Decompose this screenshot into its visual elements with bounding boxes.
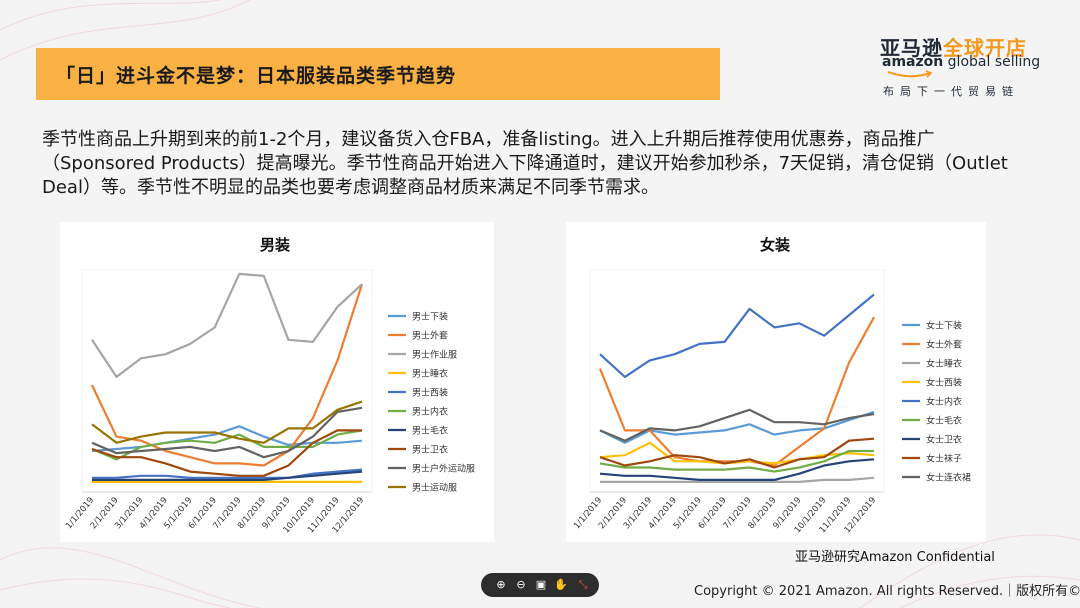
page-title: 「日」进斗金不是梦：日本服装品类季节趋势 — [56, 65, 457, 87]
women-series-line — [599, 449, 874, 473]
women-series-line — [599, 458, 875, 481]
body-paragraph: 季节性商品上升期到来的前1-2个月，建议备货入仓FBA，准备listing。进入… — [42, 129, 1008, 198]
women-chart-title: 女装 — [760, 236, 791, 254]
women-series-line — [599, 293, 875, 378]
logo-en-rest: global selling — [943, 54, 1041, 70]
fullscreen-icon[interactable]: ⤡ — [578, 578, 588, 591]
men-series-line — [91, 283, 364, 467]
women-legend-label: 女士西装 — [926, 377, 962, 389]
women-legend-label: 女士外套 — [926, 339, 962, 351]
men-legend-label: 男士运动服 — [412, 482, 457, 494]
women-legend-label: 女士内衣 — [926, 396, 962, 408]
men-legend-label: 男士睡衣 — [412, 368, 448, 380]
men-legend-label: 男士毛衣 — [412, 425, 448, 437]
men-series-line — [92, 468, 363, 479]
amazon-smile-icon — [887, 70, 933, 78]
women-line-chart: 1/1/20192/1/20193/1/20194/1/20195/1/2019… — [572, 269, 971, 535]
women-legend-label: 女士袜子 — [926, 453, 962, 465]
women-legend-label: 女士连衣裙 — [926, 472, 971, 484]
men-legend-label: 男士西装 — [412, 387, 448, 399]
men-legend-label: 男士外套 — [412, 330, 448, 342]
men-legend-label: 男士下装 — [412, 311, 448, 323]
amazon-global-selling-logo: 亚马逊全球开店 amazon global selling 布局下一代贸易链 — [880, 32, 1050, 102]
women-legend-label: 女士睡衣 — [926, 358, 962, 370]
title-banner: 「日」进斗金不是梦：日本服装品类季节趋势 — [36, 48, 720, 100]
viewer-toolbar: ⊕ ⊖ ▣ ✋ ⤡ — [481, 573, 599, 597]
women-legend-label: 女士下装 — [926, 320, 962, 332]
men-series-line — [91, 429, 362, 477]
zoom-out-icon[interactable]: ⊖ — [516, 578, 526, 591]
women-series-line — [599, 437, 875, 469]
men-legend-label: 男士户外运动服 — [412, 463, 475, 475]
fit-page-icon[interactable]: ▣ — [535, 578, 547, 591]
men-legend-label: 男士作业服 — [412, 349, 457, 361]
zoom-in-icon[interactable]: ⊕ — [496, 578, 506, 591]
logo-cn-part2: 全球开店 — [943, 36, 1027, 60]
logo-cn-text: 亚马逊全球开店 — [880, 32, 1027, 61]
men-series-line — [91, 272, 363, 378]
copyright-text: Copyright © 2021 Amazon. All rights Rese… — [694, 584, 1080, 599]
men-legend-label: 男士内衣 — [412, 406, 448, 418]
men-series-line — [91, 425, 363, 453]
women-series-line — [599, 408, 875, 442]
women-plot-area — [589, 269, 885, 493]
logo-en-text: amazon global selling — [882, 54, 1040, 70]
men-chart-title: 男装 — [260, 236, 291, 254]
men-line-chart: 1/1/20192/1/20193/1/20194/1/20195/1/2019… — [64, 269, 475, 535]
men-plot-area — [81, 269, 373, 493]
women-series-line — [600, 476, 875, 483]
men-series-line — [91, 400, 363, 444]
men-legend-label: 男士卫衣 — [412, 444, 448, 456]
men-series-line — [91, 429, 363, 461]
logo-en-brand: amazon — [882, 54, 944, 70]
women-legend-label: 女士毛衣 — [926, 415, 962, 427]
women-series-line — [599, 410, 875, 444]
logo-cn-part1: 亚马逊 — [880, 36, 943, 60]
confidential-note: 亚马逊研究Amazon Confidential — [795, 550, 995, 565]
men-series-line — [91, 406, 363, 459]
logo-tagline: 布局下一代贸易链 — [883, 85, 1019, 98]
hand-tool-icon[interactable]: ✋ — [554, 578, 568, 591]
women-legend-label: 女士卫衣 — [926, 434, 962, 446]
men-series-line — [92, 470, 363, 481]
